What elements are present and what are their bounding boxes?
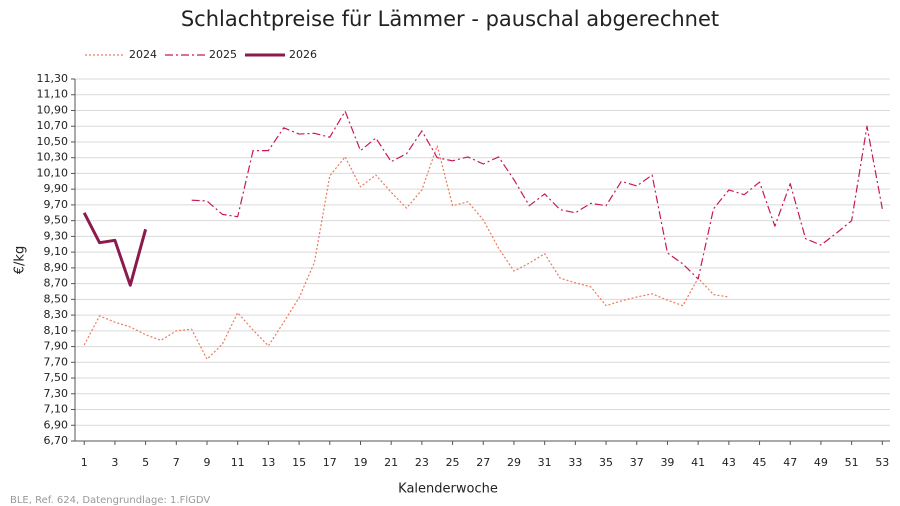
y-tick-label: 9,30 <box>44 229 69 242</box>
x-axis-label: Kalenderwoche <box>398 482 498 497</box>
x-tick-label: 3 <box>111 456 118 469</box>
y-tick-label: 8,70 <box>44 277 69 290</box>
x-tick-label: 7 <box>173 456 180 469</box>
series-line <box>83 145 729 360</box>
x-tick-label: 41 <box>691 456 705 469</box>
series-line <box>191 110 883 280</box>
x-tick-label: 1 <box>81 456 88 469</box>
x-tick-label: 21 <box>384 456 398 469</box>
y-tick-label: 7,90 <box>44 340 69 353</box>
x-tick-label: 43 <box>722 456 736 469</box>
legend-label: 2024 <box>129 48 157 61</box>
x-tick-label: 5 <box>142 456 149 469</box>
y-tick-label: 9,10 <box>44 245 69 258</box>
y-tick-label: 8,30 <box>44 308 69 321</box>
x-tick-label: 49 <box>814 456 828 469</box>
y-tick-label: 9,90 <box>44 182 69 195</box>
y-tick-label: 10,90 <box>37 103 69 116</box>
x-tick-label: 19 <box>353 456 367 469</box>
y-tick-label: 11,10 <box>37 88 69 101</box>
y-tick-label: 7,50 <box>44 371 69 384</box>
x-tick-label: 37 <box>630 456 644 469</box>
y-tick-label: 11,30 <box>37 72 69 85</box>
source-note: BLE, Ref. 624, Datengrundlage: 1.FlGDV <box>10 495 210 506</box>
y-tick-label: 6,70 <box>44 434 69 447</box>
x-tick-label: 35 <box>599 456 613 469</box>
y-tick-label: 7,10 <box>44 403 69 416</box>
x-tick-label: 45 <box>753 456 767 469</box>
x-tick-label: 15 <box>292 456 306 469</box>
x-tick-label: 51 <box>845 456 859 469</box>
y-tick-label: 7,30 <box>44 387 69 400</box>
y-tick-label: 8,10 <box>44 324 69 337</box>
legend-label: 2026 <box>289 48 317 61</box>
series-line <box>82 212 148 287</box>
y-tick-label: 10,10 <box>37 166 69 179</box>
y-axis-label: €/kg <box>13 246 28 274</box>
x-tick-label: 31 <box>538 456 552 469</box>
y-tick-label: 6,90 <box>44 418 69 431</box>
x-tick-label: 13 <box>261 456 275 469</box>
x-tick-label: 53 <box>875 456 889 469</box>
y-tick-label: 10,30 <box>37 151 69 164</box>
y-tick-label: 8,50 <box>44 292 69 305</box>
y-tick-label: 8,90 <box>44 261 69 274</box>
x-tick-label: 33 <box>568 456 582 469</box>
x-tick-label: 17 <box>323 456 337 469</box>
x-tick-label: 39 <box>660 456 674 469</box>
x-tick-label: 47 <box>783 456 797 469</box>
x-tick-label: 27 <box>476 456 490 469</box>
y-tick-label: 10,70 <box>37 119 69 132</box>
x-tick-label: 9 <box>203 456 210 469</box>
chart-title: Schlachtpreise für Lämmer - pauschal abg… <box>181 7 719 31</box>
y-tick-label: 7,70 <box>44 355 69 368</box>
x-tick-label: 29 <box>507 456 521 469</box>
y-tick-label: 10,50 <box>37 135 69 148</box>
y-tick-label: 9,50 <box>44 214 69 227</box>
legend-label: 2025 <box>209 48 237 61</box>
x-tick-label: 25 <box>446 456 460 469</box>
x-tick-label: 11 <box>231 456 245 469</box>
y-tick-label: 9,70 <box>44 198 69 211</box>
x-tick-label: 23 <box>415 456 429 469</box>
